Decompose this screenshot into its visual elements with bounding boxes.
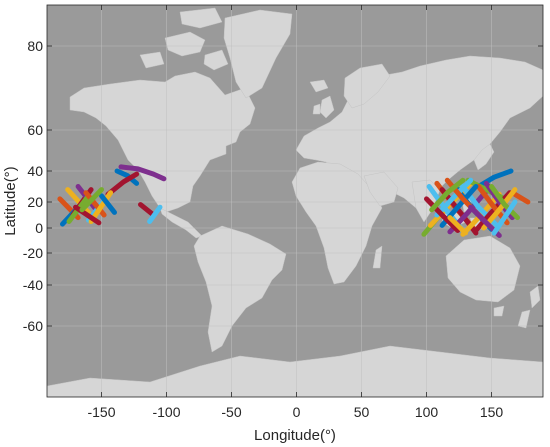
grid-lines [47,5,543,397]
satellite-track [105,171,140,197]
y-tick-label: -60 [23,318,43,334]
x-tick-label: 100 [415,404,439,420]
ticks [47,5,543,397]
satellite-track [88,190,114,224]
y-tick-label: 60 [27,122,43,138]
satellite-track [447,215,468,236]
satellite-track [73,204,102,226]
satellite-track [512,191,531,205]
x-tick-label: -150 [87,404,115,420]
x-tick-label: -100 [152,404,180,420]
satellite-track [147,204,163,224]
satellite-track [424,196,461,233]
satellite-track [491,199,518,236]
y-tick-label: 20 [27,194,43,210]
satellite-track [79,187,104,213]
satellite-track [99,193,117,215]
satellite-track [138,202,156,218]
x-tick-label: 50 [354,404,370,420]
satellite-track [118,164,167,182]
y-axis-label: Latitude(°) [2,166,19,235]
y-tick-label: 40 [27,163,43,179]
x-axis-label: Longitude(°) [254,427,336,444]
y-tick-label: -40 [23,277,43,293]
plot-frame [46,4,544,398]
x-tick-label: 150 [480,404,504,420]
satellite-track [434,177,474,218]
tick-labels: -150 -100 -50 0 50 100 150 80 60 40 20 0 -20 -40 -60 [23,38,504,420]
y-tick-label: 80 [27,38,43,54]
land-layer [47,7,543,397]
y-tick-label: 0 [35,220,43,236]
x-tick-label: -50 [221,404,241,420]
satellite-track [429,177,466,213]
x-tick-label: 0 [293,404,301,420]
satellite-track [489,184,520,221]
satellite-track [114,168,140,186]
satellite-track [476,168,514,189]
track-layer [57,164,531,238]
y-tick-label: -20 [23,245,43,261]
satellite-track [83,190,107,218]
